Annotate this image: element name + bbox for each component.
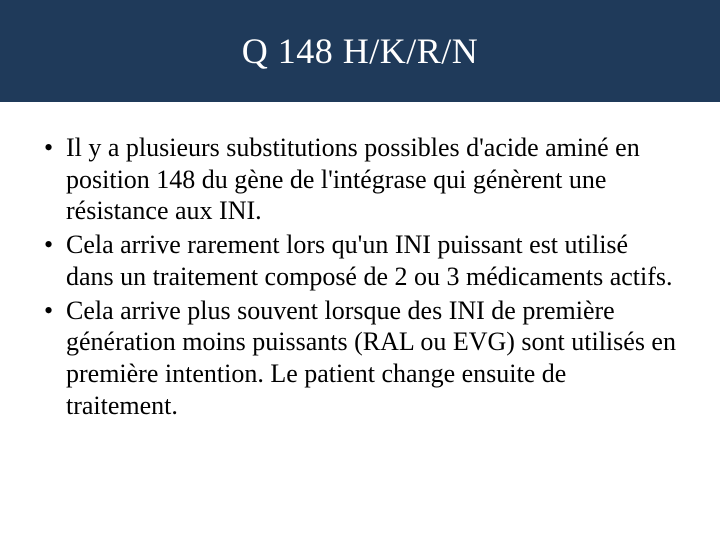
slide-header: Q 148 H/K/R/N xyxy=(0,0,720,102)
slide-title: Q 148 H/K/R/N xyxy=(242,30,479,72)
slide-content: Il y a plusieurs substitutions possibles… xyxy=(0,102,720,421)
bullet-item: Cela arrive rarement lors qu'un INI puis… xyxy=(40,229,680,292)
bullet-item: Cela arrive plus souvent lorsque des INI… xyxy=(40,295,680,422)
bullet-list: Il y a plusieurs substitutions possibles… xyxy=(40,132,680,421)
bullet-item: Il y a plusieurs substitutions possibles… xyxy=(40,132,680,227)
